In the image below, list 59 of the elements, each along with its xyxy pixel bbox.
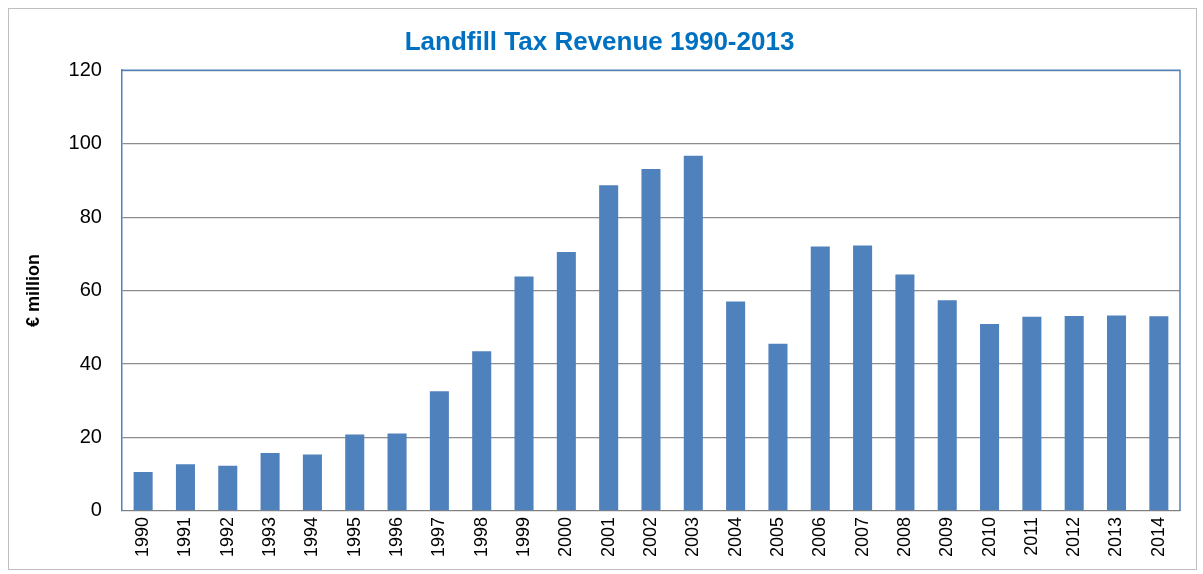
y-tick-label: 60 [79, 278, 102, 301]
y-tick-label: 120 [68, 57, 102, 80]
x-tick-label: 2009 [936, 516, 957, 557]
x-tick-label: 2003 [682, 516, 703, 557]
x-tick-label: 1992 [216, 516, 237, 557]
y-tick-label: 20 [79, 425, 102, 448]
x-tick-label: 2010 [978, 516, 999, 557]
bar [853, 245, 873, 511]
x-tick-label: 1991 [174, 516, 195, 557]
bar [980, 324, 1000, 511]
bar [1064, 315, 1084, 511]
x-tick-label: 1995 [343, 516, 364, 557]
x-tick-label: 1996 [386, 516, 407, 557]
bar [1022, 316, 1042, 511]
bar [895, 274, 915, 511]
bar [260, 452, 280, 511]
x-tick-label: 2011 [1020, 516, 1041, 556]
x-tick-label: 2008 [893, 516, 914, 557]
y-axis-title: € million [22, 254, 43, 328]
x-tick-label: 2014 [1147, 516, 1168, 557]
bar [768, 343, 788, 511]
bar [599, 185, 619, 511]
y-tick-label: 0 [90, 498, 102, 521]
x-tick-label: 2000 [555, 516, 576, 557]
x-tick-label: 2002 [639, 516, 660, 557]
x-tick-label: 2013 [1105, 516, 1126, 557]
bar [133, 472, 153, 511]
bar [302, 454, 322, 511]
bar [726, 301, 746, 511]
x-tick-label: 1999 [512, 516, 533, 557]
bar [683, 155, 703, 511]
bar [175, 464, 195, 511]
chart-title: Landfill Tax Revenue 1990-2013 [404, 25, 795, 56]
x-tick-label: 2004 [724, 516, 745, 557]
bar [387, 433, 407, 511]
bar [810, 246, 830, 511]
y-tick-label: 40 [79, 351, 102, 374]
bar [218, 465, 238, 511]
bar [514, 276, 534, 511]
bar [429, 391, 449, 511]
x-tick-label: 2012 [1063, 516, 1084, 557]
y-tick-label: 80 [79, 204, 102, 227]
bar [1149, 316, 1169, 511]
bar [556, 252, 576, 511]
bar [641, 169, 661, 511]
x-tick-label: 2006 [809, 516, 830, 557]
x-tick-label: 2005 [766, 516, 787, 557]
x-tick-label: 2007 [851, 516, 872, 557]
bar [472, 351, 492, 511]
x-tick-label: 1994 [301, 516, 322, 557]
bar [937, 300, 957, 511]
bar [345, 434, 365, 511]
y-tick-label: 100 [68, 131, 102, 154]
x-tick-label: 1990 [132, 516, 153, 557]
x-tick-label: 1993 [259, 516, 280, 557]
x-tick-label: 1998 [470, 516, 491, 557]
bar [1107, 315, 1127, 511]
x-tick-label: 2001 [597, 516, 618, 557]
x-tick-label: 1997 [428, 516, 449, 557]
